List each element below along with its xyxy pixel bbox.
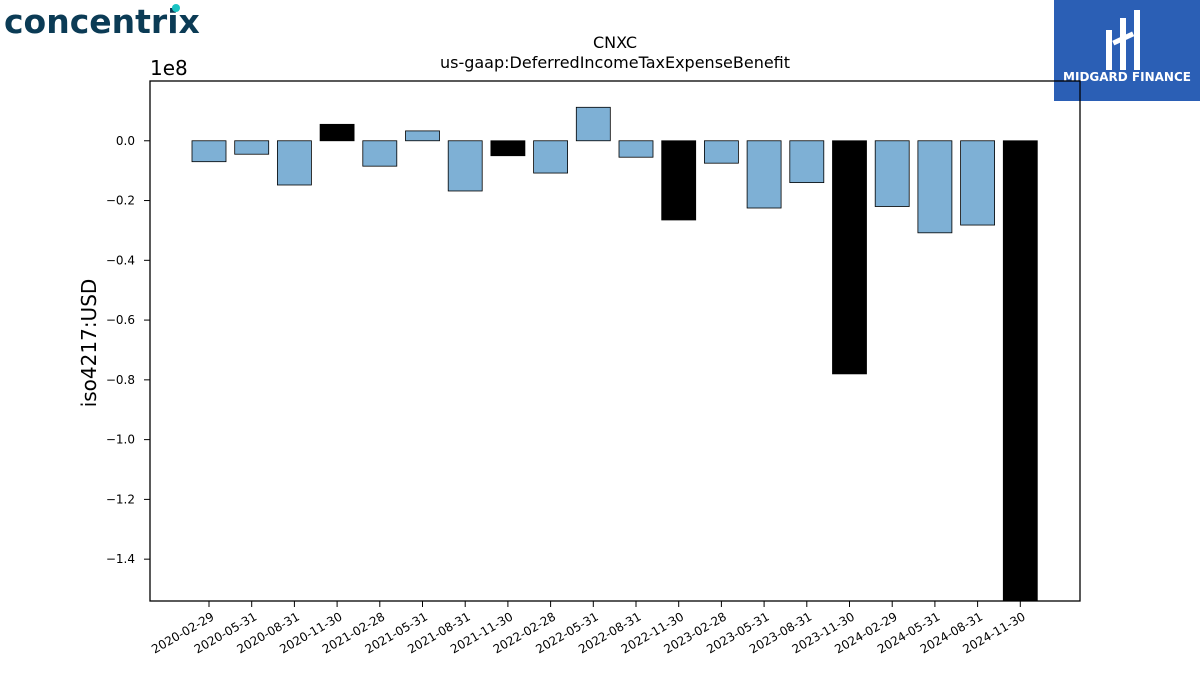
y-tick-label: −1.2 xyxy=(106,492,135,506)
bar-2022-08-31 xyxy=(618,140,654,158)
y-axis-ticks: 0.0 −0.2 −0.4 −0.6 −0.8 −1.0 −1.2 −1.4 xyxy=(106,134,150,566)
y-tick-label: −1.0 xyxy=(106,433,135,447)
bar-2023-02-28 xyxy=(704,140,739,164)
bar-2020-02-29 xyxy=(191,140,227,163)
bar-2024-02-29 xyxy=(874,140,910,207)
y-tick-label: −1.4 xyxy=(106,552,135,566)
y-offset-label: 1e8 xyxy=(150,56,188,80)
y-tick-label: −0.6 xyxy=(106,313,135,327)
y-tick-label: −0.2 xyxy=(106,194,135,208)
bars-group xyxy=(191,106,1038,602)
bar-2021-05-31 xyxy=(405,130,440,142)
bar-2020-11-30 xyxy=(319,123,355,142)
midgard-finance-logo: MIDGARD FINANCE xyxy=(1054,0,1200,101)
plot-frame xyxy=(149,80,1081,602)
y-tick-label: −0.4 xyxy=(106,253,135,267)
bar-2022-11-30 xyxy=(661,140,697,221)
concentrix-logo-text: concentrix xyxy=(4,2,200,40)
bar-2021-08-31 xyxy=(447,140,483,192)
bar-2024-05-31 xyxy=(917,140,953,234)
bar-2021-11-30 xyxy=(490,140,526,157)
bar-2023-05-31 xyxy=(746,140,782,209)
bar-2024-11-30 xyxy=(1002,140,1038,602)
y-tick-label: 0.0 xyxy=(116,134,135,148)
midgard-emblem-icon xyxy=(1106,10,1140,70)
y-tick-label: −0.8 xyxy=(106,373,135,387)
concentrix-logo: concentrix xyxy=(4,0,214,41)
chart-title: CNXC xyxy=(593,33,637,52)
bar-2020-05-31 xyxy=(234,140,270,155)
bar-2023-11-30 xyxy=(832,140,867,375)
chart-subtitle: us-gaap:DeferredIncomeTaxExpenseBenefit xyxy=(440,53,790,72)
bar-2021-02-28 xyxy=(362,140,398,167)
midgard-logo-text: MIDGARD FINANCE xyxy=(1063,70,1191,84)
bar-2024-08-31 xyxy=(960,140,995,226)
bar-2020-08-31 xyxy=(276,140,312,186)
concentrix-logo-accent-icon xyxy=(172,4,180,12)
bar-2023-08-31 xyxy=(789,140,825,184)
bar-2022-05-31 xyxy=(575,106,611,142)
bar-2022-02-28 xyxy=(533,140,568,174)
x-axis-ticks: 2020-02-292020-05-312020-08-312020-11-30… xyxy=(149,601,1028,656)
y-axis-label: iso4217:USD xyxy=(77,279,101,408)
